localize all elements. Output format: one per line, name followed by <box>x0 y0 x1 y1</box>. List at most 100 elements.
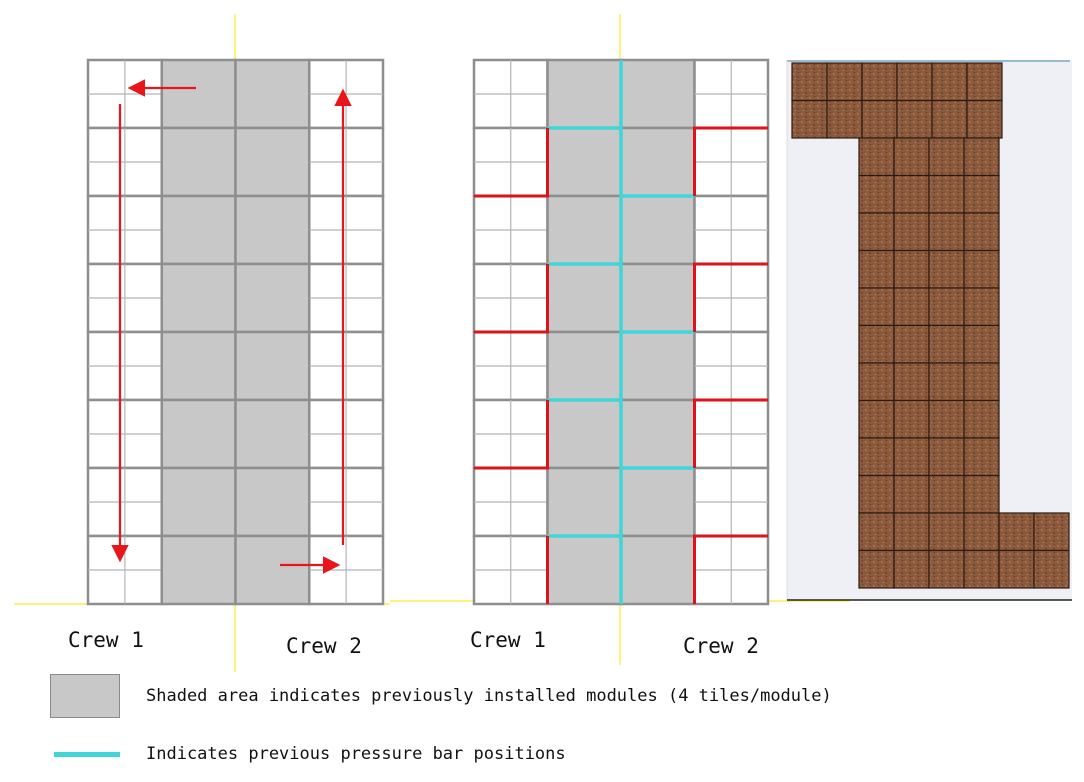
carpet-tile <box>963 137 1000 177</box>
carpet-tile <box>893 399 930 439</box>
carpet-tile <box>826 99 863 139</box>
carpet-tile <box>893 212 930 252</box>
carpet-tile <box>966 62 1003 102</box>
red-pressure-bar <box>474 264 549 334</box>
pressure-bars <box>474 60 768 604</box>
crew-1-label-right: Crew 1 <box>470 628 546 652</box>
left-module <box>234 534 311 606</box>
right-module <box>619 262 696 334</box>
carpet-tile <box>963 399 1000 439</box>
red-pressure-bar <box>693 534 768 604</box>
carpet-tile <box>896 62 933 102</box>
carpet-tile <box>791 62 828 102</box>
carpet-tile <box>893 324 930 364</box>
cyan-legend-text: Indicates previous pressure bar position… <box>146 744 566 764</box>
red-pressure-bar <box>474 400 549 470</box>
carpet-tile <box>858 137 895 177</box>
carpet-tile <box>928 249 965 289</box>
right-module <box>619 58 696 130</box>
left-module <box>160 262 237 334</box>
carpet-tile <box>963 287 1000 327</box>
left-module <box>234 194 311 266</box>
red-pressure-bar <box>693 126 768 196</box>
carpet-tile <box>963 174 1000 214</box>
carpet-tile <box>893 512 930 552</box>
carpet-tile <box>858 399 895 439</box>
left-module <box>160 126 237 198</box>
right-module <box>619 126 696 198</box>
carpet-tile <box>928 549 965 589</box>
carpet-tile <box>858 362 895 402</box>
carpet-tile <box>893 287 930 327</box>
carpet-tile <box>963 249 1000 289</box>
carpet-tile <box>893 437 930 477</box>
right-module <box>546 194 623 266</box>
carpet-tile <box>966 99 1003 139</box>
carpet-tile <box>858 512 895 552</box>
right-module <box>546 262 623 334</box>
carpet-tile <box>998 512 1035 552</box>
right-module <box>619 534 696 606</box>
carpet-tile <box>928 437 965 477</box>
carpet-tile <box>858 437 895 477</box>
left-module <box>160 194 237 266</box>
left-module <box>234 330 311 402</box>
right-module <box>546 466 623 538</box>
carpet-tile <box>858 287 895 327</box>
red-pressure-bar <box>693 398 768 468</box>
carpet-tile <box>963 512 1000 552</box>
left-module <box>160 330 237 402</box>
left-module <box>234 126 311 198</box>
carpet-tile <box>893 474 930 514</box>
carpet-tile <box>963 362 1000 402</box>
right-module <box>619 466 696 538</box>
right-module <box>619 194 696 266</box>
carpet-tile <box>893 549 930 589</box>
carpet-tile <box>998 549 1035 589</box>
carpet-tile <box>858 474 895 514</box>
carpet-tile <box>928 212 965 252</box>
left-module <box>234 58 311 130</box>
carpet-tile <box>963 324 1000 364</box>
shaded-legend-text: Shaded area indicates previously install… <box>146 686 832 706</box>
carpet-tile <box>858 549 895 589</box>
left-module <box>160 398 237 470</box>
carpet-tile <box>963 212 1000 252</box>
carpet-tile <box>928 324 965 364</box>
shaded-legend-swatch <box>50 674 120 718</box>
carpet-tile <box>893 174 930 214</box>
carpet-tile <box>791 99 828 139</box>
carpet-tile <box>861 99 898 139</box>
right-module <box>546 330 623 402</box>
carpet-tile <box>963 474 1000 514</box>
carpet-tile <box>893 137 930 177</box>
red-pressure-bar <box>693 262 768 332</box>
carpet-tile <box>928 137 965 177</box>
left-module <box>160 58 237 130</box>
carpet-tile <box>931 62 968 102</box>
left-grid <box>86 58 385 606</box>
carpet-tile <box>858 249 895 289</box>
carpet-tile <box>826 62 863 102</box>
carpet-tile <box>963 437 1000 477</box>
carpet-tile <box>963 549 1000 589</box>
carpet-tile <box>928 399 965 439</box>
right-module <box>546 534 623 606</box>
carpet-tile <box>858 174 895 214</box>
left-module <box>160 534 237 606</box>
right-module <box>546 58 623 130</box>
carpet-tile <box>893 249 930 289</box>
carpet-tile <box>928 512 965 552</box>
cyan-legend-line <box>54 752 120 757</box>
tile-photo <box>786 60 1072 601</box>
crew-2-label-right: Crew 2 <box>683 634 759 658</box>
red-pressure-bar <box>474 128 549 198</box>
right-module <box>619 330 696 402</box>
carpet-tile <box>931 99 968 139</box>
right-grid <box>472 58 770 606</box>
carpet-tile <box>1033 512 1070 552</box>
left-module <box>234 262 311 334</box>
left-module <box>160 466 237 538</box>
